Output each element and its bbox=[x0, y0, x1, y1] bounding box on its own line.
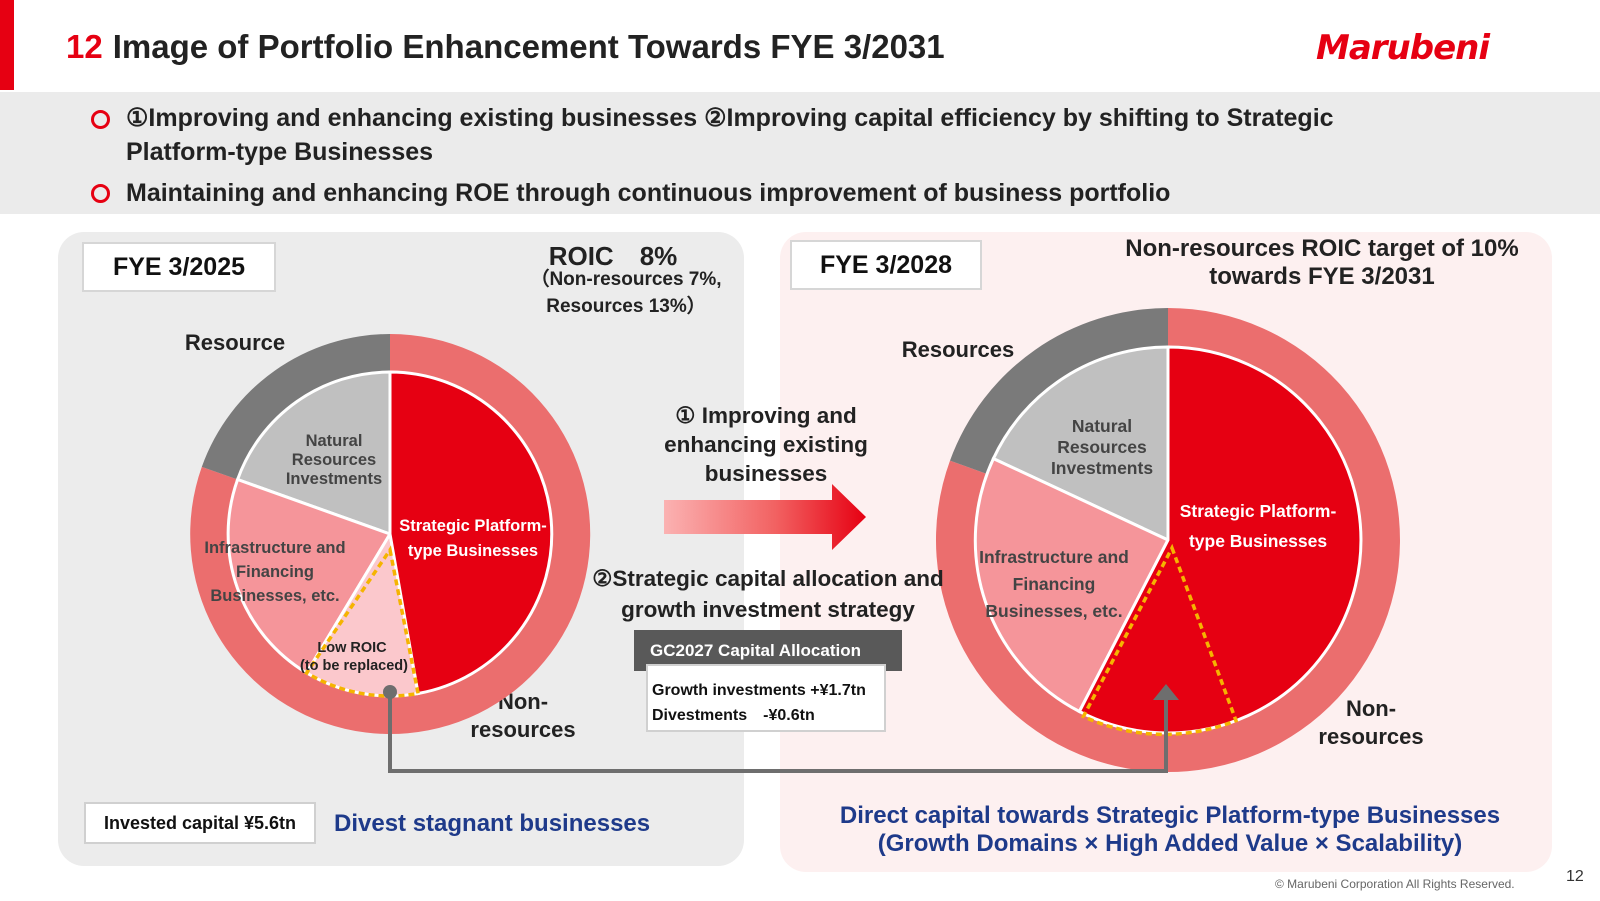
connector-arrowhead bbox=[1153, 684, 1179, 700]
roic-target: Non-resources ROIC target of 10% towards… bbox=[1112, 235, 1532, 291]
strategic-platform-label: type Businesses bbox=[1189, 531, 1327, 551]
invested-capital-box: Invested capital ¥5.6tn bbox=[84, 802, 316, 844]
page-title: 12 Image of Portfolio Enhancement Towards… bbox=[66, 28, 945, 66]
infrastructure-label: Businesses, etc. bbox=[985, 601, 1122, 621]
natural-resources-label: Resources bbox=[1057, 437, 1147, 457]
copyright-footer: © Marubeni Corporation All Rights Reserv… bbox=[1275, 877, 1515, 891]
bullet-1: ①Improving and enhancing existing busine… bbox=[126, 101, 1546, 169]
fye2025-segment-labels: Natural Resources Investments Infrastruc… bbox=[204, 432, 546, 674]
natural-resources-label: Investments bbox=[286, 470, 382, 488]
low-roic-label: Low ROIC bbox=[317, 640, 387, 656]
direct-capital-caption: Direct capital towards Strategic Platfor… bbox=[800, 802, 1540, 858]
strategic-platform-label: Strategic Platform- bbox=[399, 517, 547, 535]
capital-allocation-step-label: ②Strategic capital allocation and growth… bbox=[578, 563, 958, 625]
fye2028-segment-labels: Natural Resources Investments Infrastruc… bbox=[979, 416, 1336, 621]
roic-breakdown-line1: （Non-resources 7%, bbox=[530, 269, 722, 290]
strategic-platform-segment bbox=[388, 370, 554, 696]
roic-breakdown: （Non-resources 7%, Resources 13%） bbox=[526, 266, 726, 320]
bullet-1-line2: Platform-type Businesses bbox=[126, 138, 434, 166]
improvement-step-line3: businesses bbox=[704, 461, 828, 486]
roic-value: ROIC 8% bbox=[548, 241, 678, 271]
growth-investments-value: Growth investments +¥1.7tn bbox=[652, 682, 866, 699]
bullet-icon bbox=[91, 110, 110, 129]
infrastructure-label: Financing bbox=[236, 563, 314, 581]
fye2028-label: FYE 3/2028 bbox=[790, 240, 982, 290]
bullet-1-line1: ①Improving and enhancing existing busine… bbox=[126, 104, 1334, 132]
page-title-number: 12 bbox=[66, 28, 103, 65]
bullet-2: Maintaining and enhancing ROE through co… bbox=[126, 179, 1171, 207]
nonresources-outer-label-line2: resources bbox=[470, 717, 576, 742]
fye2025-ring-chart bbox=[190, 333, 591, 734]
capital-allocation-box: Growth investments +¥1.7tn Divestments -… bbox=[646, 664, 886, 732]
direct-capital-line2: (Growth Domains × High Added Value × Sca… bbox=[877, 830, 1463, 857]
low-roic-highlight-outline bbox=[304, 545, 421, 698]
roic-target-line2: towards FYE 3/2031 bbox=[1209, 263, 1435, 290]
capital-flow-connector bbox=[383, 684, 1179, 773]
resource-outer-ring-segment bbox=[201, 334, 390, 480]
connector-line bbox=[388, 692, 1168, 773]
low-roic-label: (to be replaced) bbox=[300, 658, 408, 674]
improvement-step-line1: ① Improving and bbox=[675, 403, 857, 428]
natural-resources-label: Natural bbox=[1072, 416, 1132, 436]
infrastructure-segment bbox=[973, 456, 1171, 714]
resource-outer-label: Resource bbox=[184, 330, 286, 355]
natural-resources-segment bbox=[235, 370, 392, 537]
bullet-icon bbox=[91, 184, 110, 203]
nonresources-outer-label: Non- resources bbox=[448, 688, 598, 744]
natural-resources-label: Resources bbox=[292, 451, 376, 469]
bullet-band bbox=[0, 92, 1600, 214]
fye2025-label: FYE 3/2025 bbox=[82, 242, 276, 292]
resource-outer-ring-segment bbox=[950, 308, 1168, 474]
nonresources-outer-label-line1: Non- bbox=[1345, 696, 1397, 721]
nonresources-outer-label: Non- resources bbox=[1296, 695, 1446, 751]
strategic-platform-label: Strategic Platform- bbox=[1180, 501, 1337, 521]
improvement-arrow bbox=[664, 484, 866, 550]
fye2028-ring-chart bbox=[935, 308, 1400, 772]
infrastructure-label: Businesses, etc. bbox=[210, 587, 339, 605]
natural-resources-label: Natural bbox=[306, 432, 363, 450]
direct-capital-line1: Direct capital towards Strategic Platfor… bbox=[839, 802, 1501, 829]
infrastructure-segment bbox=[226, 477, 393, 675]
improvement-step-label: ① Improving and enhancing existing busin… bbox=[630, 401, 902, 488]
strategic-platform-label: type Businesses bbox=[408, 542, 538, 560]
page-number: 12 bbox=[1566, 868, 1584, 885]
capital-allocation-step-line2: growth investment strategy bbox=[621, 597, 915, 622]
resources-outer-label: Resources bbox=[901, 337, 1015, 362]
marubeni-logo: Marubeni bbox=[1316, 28, 1490, 68]
title-accent-bar bbox=[0, 0, 14, 90]
page-title-text: Image of Portfolio Enhancement Towards F… bbox=[112, 28, 945, 65]
improvement-step-line2: enhancing existing bbox=[664, 432, 868, 457]
nonresources-outer-label-line2: resources bbox=[1318, 724, 1424, 749]
infrastructure-label: Infrastructure and bbox=[979, 547, 1129, 567]
natural-resources-label: Investments bbox=[1051, 458, 1153, 478]
infrastructure-label: Infrastructure and bbox=[204, 539, 345, 557]
capital-allocation-step-line1: ②Strategic capital allocation and bbox=[592, 566, 944, 591]
divestments-value: Divestments -¥0.6tn bbox=[652, 707, 815, 724]
divest-caption: Divest stagnant businesses bbox=[334, 810, 651, 837]
roic-target-line1: Non-resources ROIC target of 10% bbox=[1125, 235, 1519, 262]
natural-resources-segment bbox=[991, 345, 1170, 543]
reallocated-strategic-highlight-outline bbox=[1080, 543, 1239, 737]
infrastructure-label: Financing bbox=[1013, 574, 1096, 594]
roic-breakdown-line2: Resources 13%） bbox=[546, 296, 706, 317]
